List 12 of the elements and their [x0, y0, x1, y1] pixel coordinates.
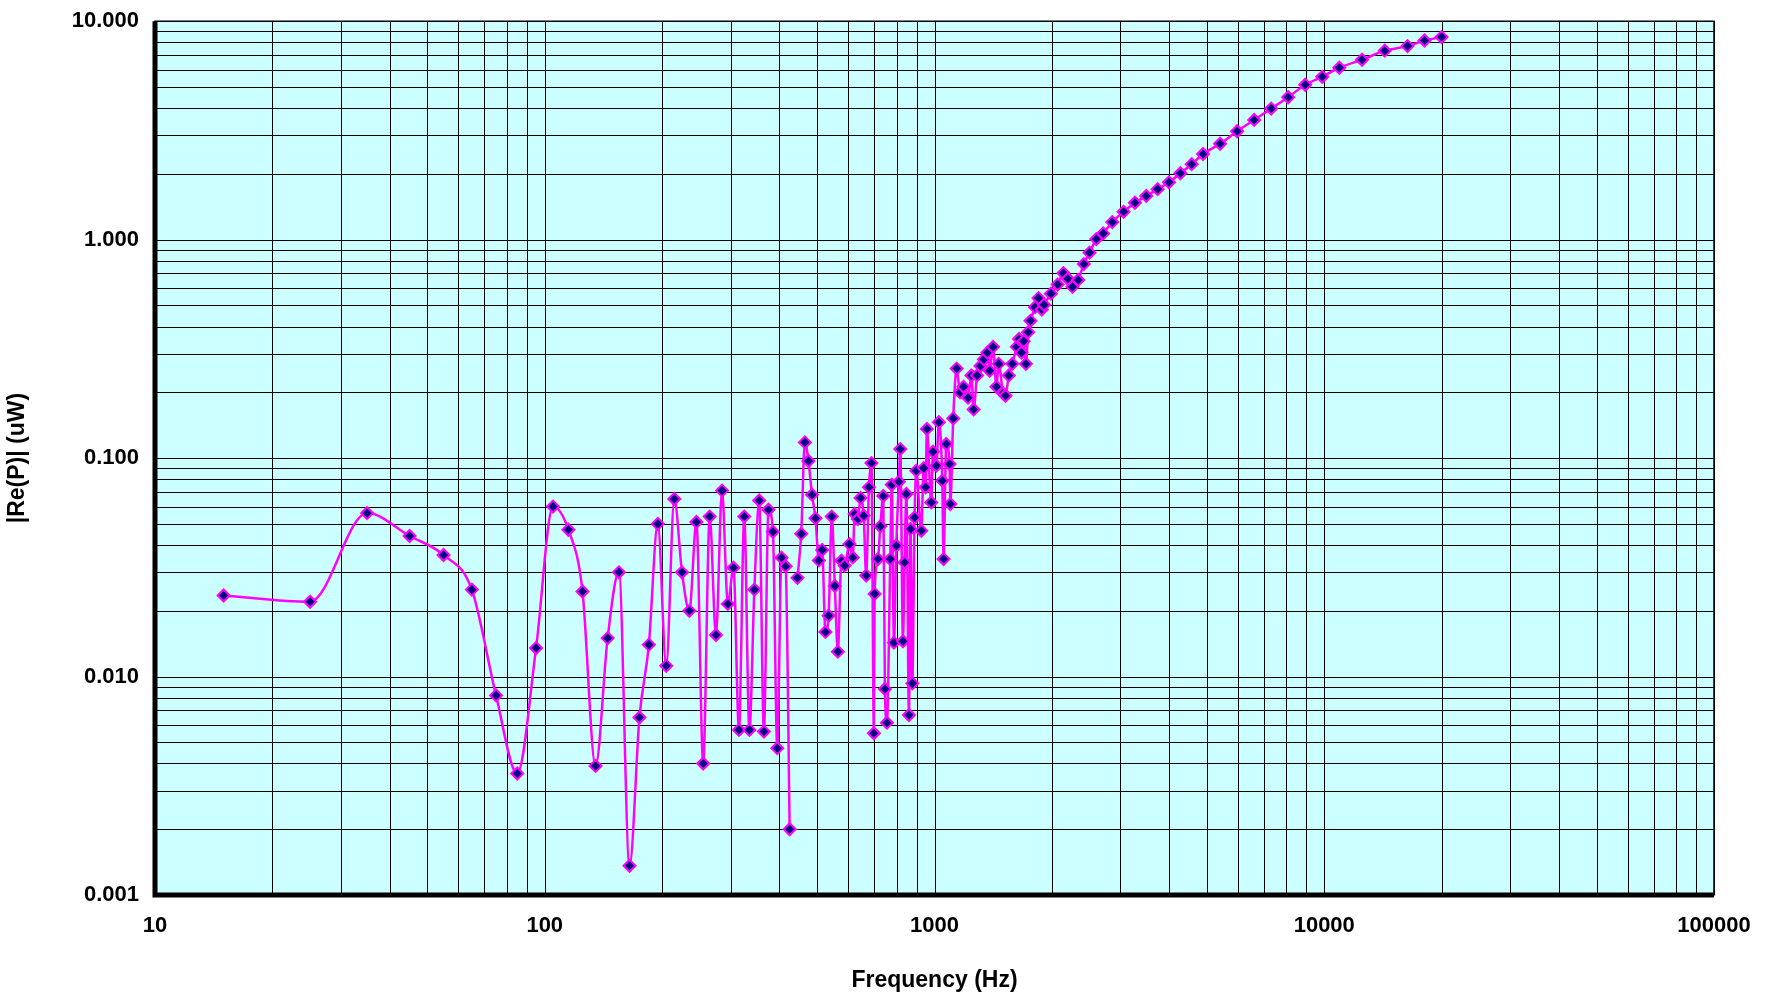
- y-axis-title: |Re(P)| (uW): [3, 392, 30, 524]
- x-axis-title: Frequency (Hz): [851, 965, 1018, 992]
- x-tick-label: 1000: [910, 912, 959, 938]
- y-tick-label: 0.100: [83, 444, 139, 470]
- x-tick-label: 100: [526, 912, 564, 938]
- x-tick-label: 10: [142, 912, 168, 938]
- y-tick-label: 1.000: [83, 225, 139, 251]
- y-tick-label: 10.000: [71, 7, 139, 33]
- y-tick-label: 0.010: [83, 662, 139, 688]
- y-tick-label: 0.001: [83, 881, 139, 907]
- x-tick-label: 10000: [1293, 912, 1355, 938]
- x-tick-label: 100000: [1677, 912, 1751, 938]
